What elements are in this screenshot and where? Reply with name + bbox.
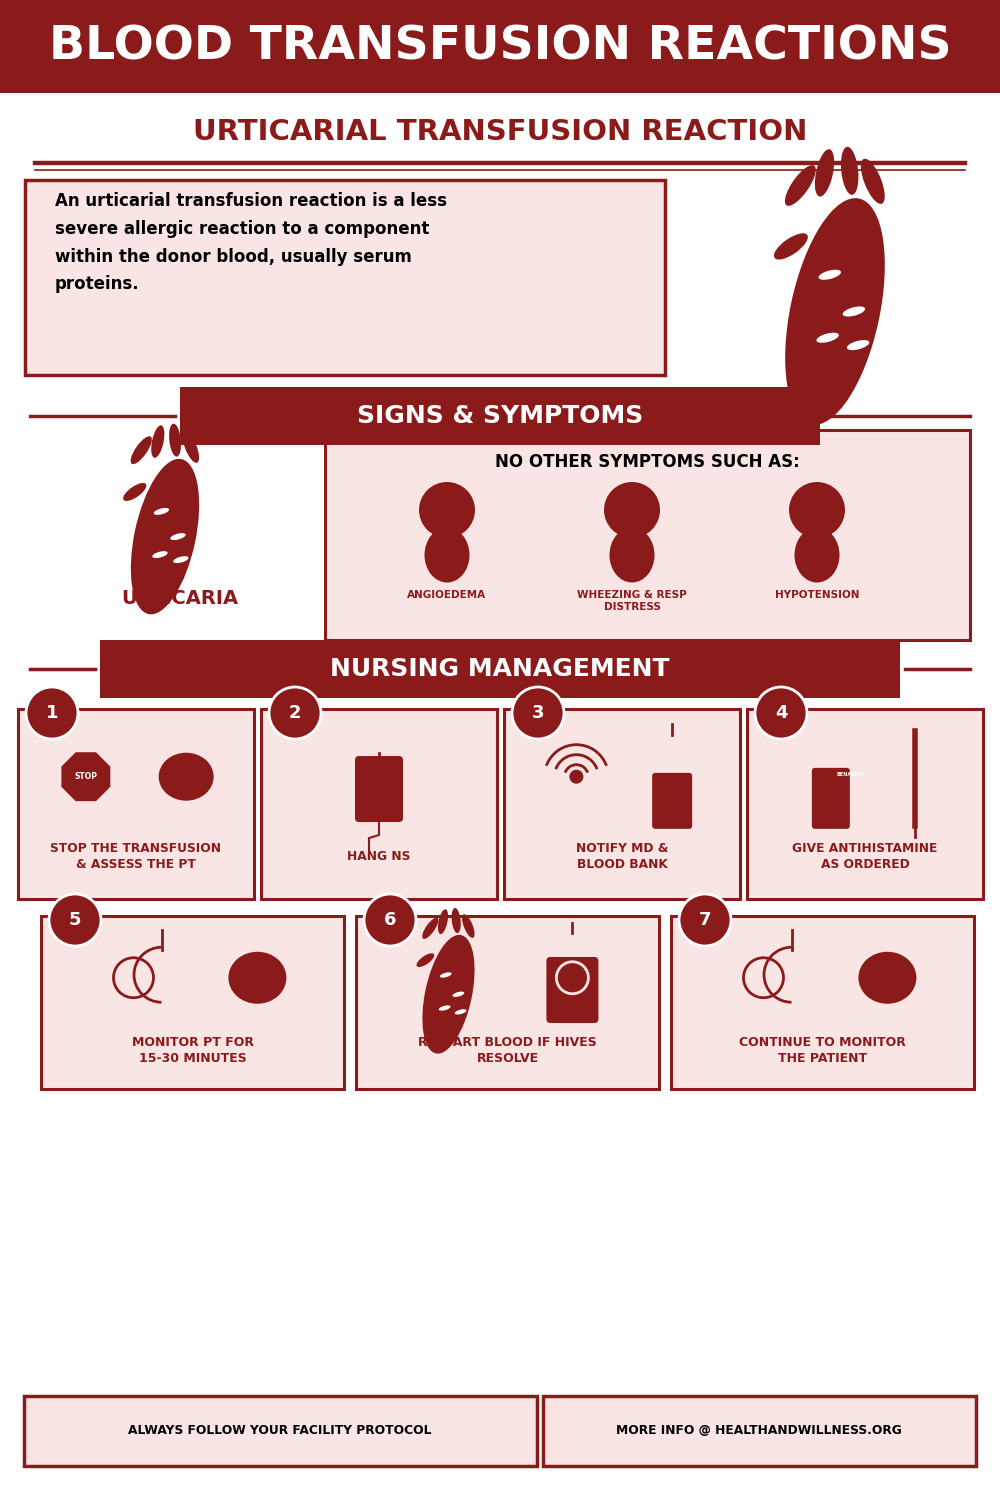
Text: MORE INFO @ HEALTHANDWILLNESS.ORG: MORE INFO @ HEALTHANDWILLNESS.ORG [616,1425,902,1437]
Ellipse shape [610,528,654,582]
Text: 5: 5 [69,910,81,928]
FancyBboxPatch shape [25,180,665,375]
Text: WHEEZING & RESP
DISTRESS: WHEEZING & RESP DISTRESS [577,590,687,612]
Ellipse shape [843,306,865,316]
Ellipse shape [159,753,214,801]
Circle shape [364,894,416,946]
Ellipse shape [173,556,189,562]
Circle shape [679,894,731,946]
Text: BENADRYL: BENADRYL [837,772,866,777]
Polygon shape [60,752,112,802]
Ellipse shape [170,532,186,540]
Text: URTICARIAL TRANSFUSION REACTION: URTICARIAL TRANSFUSION REACTION [193,118,807,146]
FancyBboxPatch shape [671,916,974,1089]
Ellipse shape [462,914,475,938]
FancyBboxPatch shape [180,387,820,446]
Ellipse shape [858,952,916,1004]
Text: ANGIOEDEMA: ANGIOEDEMA [407,590,487,600]
Ellipse shape [815,148,834,196]
Ellipse shape [131,459,199,615]
Ellipse shape [123,483,146,501]
Circle shape [604,482,660,538]
Ellipse shape [424,528,470,582]
FancyBboxPatch shape [812,768,850,830]
Text: 3: 3 [532,704,544,722]
Ellipse shape [438,909,448,934]
Ellipse shape [861,159,885,204]
Ellipse shape [131,436,152,463]
Text: 2: 2 [289,704,301,722]
Circle shape [755,687,807,740]
Text: An urticarial transfusion reaction is a less
severe allergic reaction to a compo: An urticarial transfusion reaction is a … [55,192,447,294]
Ellipse shape [151,426,164,458]
Text: STOP: STOP [74,772,97,782]
FancyBboxPatch shape [356,916,659,1089]
Ellipse shape [841,147,858,195]
Text: ALWAYS FOLLOW YOUR FACILITY PROTOCOL: ALWAYS FOLLOW YOUR FACILITY PROTOCOL [128,1425,432,1437]
Ellipse shape [847,340,869,350]
Ellipse shape [154,509,169,515]
Ellipse shape [183,432,199,464]
Circle shape [512,687,564,740]
Ellipse shape [422,934,475,1053]
Text: URTICARIA: URTICARIA [121,588,239,608]
Ellipse shape [422,918,438,939]
Ellipse shape [455,1010,466,1014]
Ellipse shape [816,333,839,344]
Text: NO OTHER SYMPTOMS SUCH AS:: NO OTHER SYMPTOMS SUCH AS: [495,453,799,471]
FancyBboxPatch shape [18,710,254,898]
Text: GIVE ANTIHISTAMINE
AS ORDERED: GIVE ANTIHISTAMINE AS ORDERED [792,843,938,872]
Ellipse shape [785,198,885,424]
Text: 4: 4 [775,704,787,722]
Text: NURSING MANAGEMENT: NURSING MANAGEMENT [330,657,670,681]
Ellipse shape [440,972,452,978]
FancyBboxPatch shape [41,916,344,1089]
Ellipse shape [228,952,286,1004]
Circle shape [269,687,321,740]
Ellipse shape [152,550,168,558]
FancyBboxPatch shape [504,710,740,898]
Text: NOTIFY MD &
BLOOD BANK: NOTIFY MD & BLOOD BANK [576,843,668,872]
Text: 1: 1 [46,704,58,722]
Text: HYPOTENSION: HYPOTENSION [775,590,859,600]
Ellipse shape [794,528,840,582]
FancyBboxPatch shape [0,0,1000,93]
Ellipse shape [785,165,816,206]
Text: RESTART BLOOD IF HIVES
RESOLVE: RESTART BLOOD IF HIVES RESOLVE [418,1035,597,1065]
Circle shape [49,894,101,946]
FancyBboxPatch shape [100,640,900,698]
FancyBboxPatch shape [24,1396,537,1466]
FancyBboxPatch shape [546,957,598,1023]
Text: SIGNS & SYMPTOMS: SIGNS & SYMPTOMS [357,404,643,427]
Ellipse shape [169,423,181,456]
Circle shape [26,687,78,740]
Text: BLOOD TRANSFUSION REACTIONS: BLOOD TRANSFUSION REACTIONS [49,24,951,69]
Ellipse shape [417,954,434,968]
FancyBboxPatch shape [261,710,497,898]
Circle shape [419,482,475,538]
FancyBboxPatch shape [747,710,983,898]
Text: MONITOR PT FOR
15-30 MINUTES: MONITOR PT FOR 15-30 MINUTES [132,1035,254,1065]
Text: STOP THE TRANSFUSION
& ASSESS THE PT: STOP THE TRANSFUSION & ASSESS THE PT [50,843,222,872]
FancyBboxPatch shape [355,756,403,822]
FancyBboxPatch shape [543,1396,976,1466]
Text: CONTINUE TO MONITOR
THE PATIENT: CONTINUE TO MONITOR THE PATIENT [739,1035,906,1065]
Ellipse shape [439,1005,451,1011]
Circle shape [789,482,845,538]
Text: 6: 6 [384,910,396,928]
Ellipse shape [452,908,461,933]
Text: 7: 7 [699,910,711,928]
FancyBboxPatch shape [325,430,970,640]
Ellipse shape [453,992,464,998]
FancyBboxPatch shape [652,772,692,830]
Circle shape [569,770,583,783]
Ellipse shape [774,234,808,260]
Text: HANG NS: HANG NS [347,850,411,864]
Ellipse shape [819,270,841,280]
